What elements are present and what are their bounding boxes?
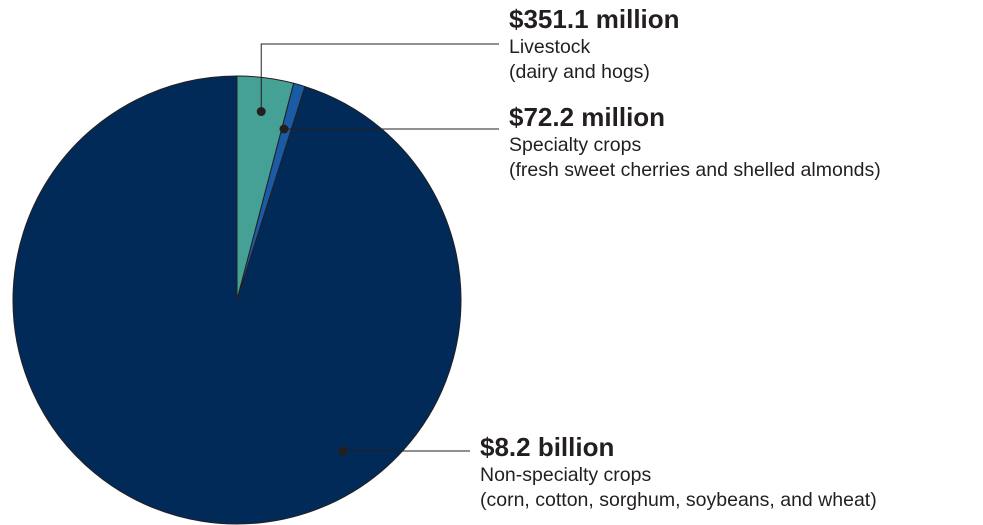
- livestock-value-label: $351.1 million: [509, 4, 680, 34]
- callout-non-specialty-crops: $8.2 billion Non-specialty crops (corn, …: [480, 432, 877, 513]
- nonspecialty-detail: (corn, cotton, sorghum, soybeans, and wh…: [480, 489, 877, 511]
- leader-line-livestock: [260, 43, 499, 112]
- livestock-detail: (dairy and hogs): [509, 61, 650, 83]
- specialty-label: Specialty crops: [509, 134, 642, 156]
- specialty-detail: (fresh sweet cherries and shelled almond…: [509, 159, 881, 181]
- specialty-value-label: $72.2 million: [509, 102, 666, 132]
- livestock-label: Livestock: [509, 36, 591, 58]
- leader-dot-specialty: [279, 124, 289, 134]
- callout-specialty-crops: $72.2 million Specialty crops (fresh swe…: [509, 102, 881, 183]
- pie-slices: [12, 75, 462, 525]
- nonspecialty-label: Non-specialty crops: [480, 464, 652, 486]
- leader-dot-nonspecialty: [338, 446, 348, 456]
- nonspecialty-value-label: $8.2 billion: [480, 432, 615, 462]
- callout-livestock: $351.1 million Livestock (dairy and hogs…: [509, 4, 680, 85]
- pie-slice-nonspecialty: [12, 75, 462, 525]
- leader-dot-livestock: [256, 107, 266, 117]
- leader-lines: [256, 43, 499, 456]
